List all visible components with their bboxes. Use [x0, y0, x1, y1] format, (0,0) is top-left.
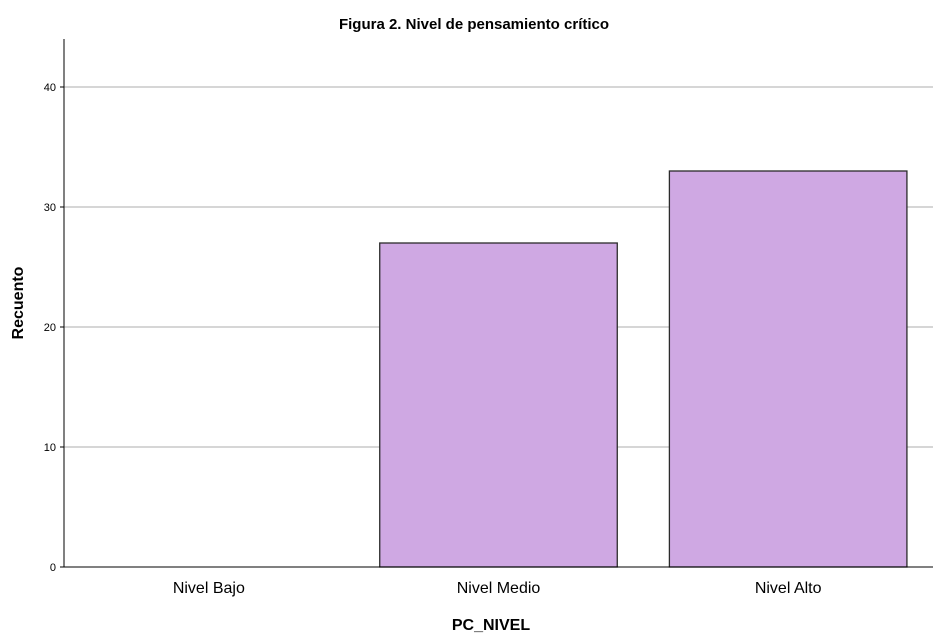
y-tick-label: 20: [44, 322, 56, 334]
bar-nivel-alto: [668, 170, 908, 568]
axes: [60, 39, 933, 568]
y-tick-labels: 0 10 20 30 40: [44, 82, 56, 574]
x-tick-labels: Nivel Bajo Nivel Medio Nivel Alto: [173, 580, 822, 597]
bars: [379, 170, 908, 568]
y-tick-label: 0: [50, 562, 56, 574]
chart-title: Figura 2. Nivel de pensamiento crítico: [339, 16, 609, 33]
x-tick-label: Nivel Medio: [457, 580, 541, 597]
y-tick-label: 10: [44, 442, 56, 454]
x-axis-label: PC_NIVEL: [452, 617, 530, 634]
y-tick-label: 30: [44, 202, 56, 214]
y-tick-label: 40: [44, 82, 56, 94]
y-axis-label: Recuento: [10, 266, 27, 339]
x-tick-label: Nivel Alto: [755, 580, 822, 597]
bar-nivel-medio: [379, 242, 618, 568]
x-tick-label: Nivel Bajo: [173, 580, 245, 597]
